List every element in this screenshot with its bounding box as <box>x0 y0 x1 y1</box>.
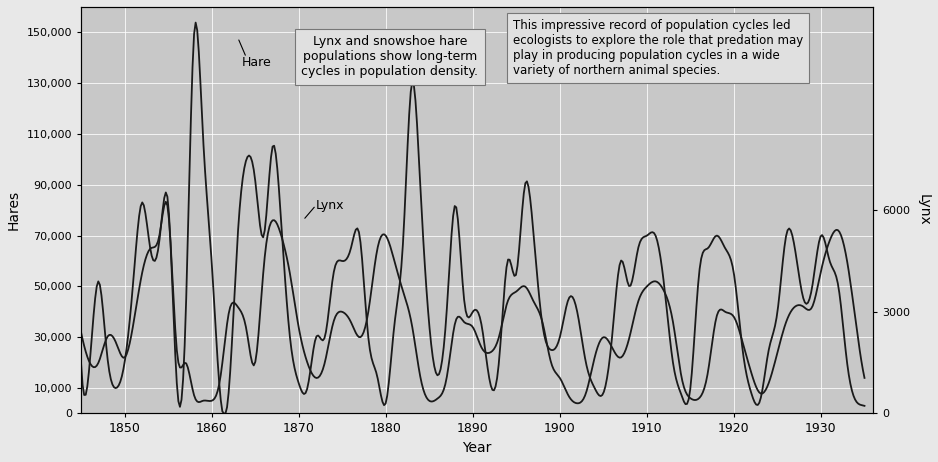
Text: Hare: Hare <box>242 56 272 69</box>
Y-axis label: Lynx: Lynx <box>917 195 931 226</box>
Text: Lynx and snowshoe hare
populations show long-term
cycles in population density.: Lynx and snowshoe hare populations show … <box>301 36 478 81</box>
Y-axis label: Hares: Hares <box>7 190 21 230</box>
X-axis label: Year: Year <box>462 441 492 455</box>
Text: This impressive record of population cycles led
ecologists to explore the role t: This impressive record of population cyc… <box>513 19 803 77</box>
Text: Lynx: Lynx <box>316 199 344 212</box>
